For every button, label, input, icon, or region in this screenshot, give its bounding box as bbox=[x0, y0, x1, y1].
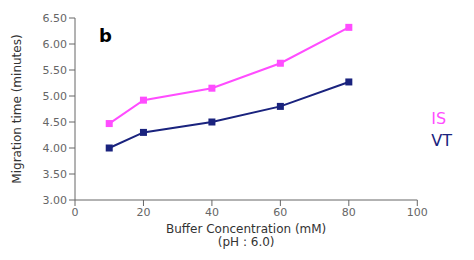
svg-text:4.00: 4.00 bbox=[43, 142, 68, 155]
svg-text:Migration time (minutes): Migration time (minutes) bbox=[10, 34, 24, 183]
svg-text:80: 80 bbox=[342, 206, 356, 219]
html-text:IS: IS bbox=[431, 109, 447, 128]
svg-text:0: 0 bbox=[72, 206, 79, 219]
html-text:VT: VT bbox=[431, 131, 452, 150]
svg-text:Buffer Concentration (mM)(pH :: Buffer Concentration (mM)(pH : 6.0) bbox=[166, 222, 326, 249]
svg-text:100: 100 bbox=[407, 206, 428, 219]
svg-text:6.00: 6.00 bbox=[43, 38, 68, 51]
svg-text:4.50: 4.50 bbox=[43, 116, 68, 129]
svg-text:6.50: 6.50 bbox=[43, 12, 68, 25]
html-text:b: b bbox=[99, 25, 112, 46]
svg-text:3.50: 3.50 bbox=[43, 168, 68, 181]
svg-text:5.50: 5.50 bbox=[43, 64, 68, 77]
svg-text:40: 40 bbox=[205, 206, 219, 219]
svg-text:20: 20 bbox=[136, 206, 150, 219]
svg-text:60: 60 bbox=[273, 206, 287, 219]
svg-text:5.00: 5.00 bbox=[43, 90, 68, 103]
svg-text:3.00: 3.00 bbox=[43, 194, 68, 207]
